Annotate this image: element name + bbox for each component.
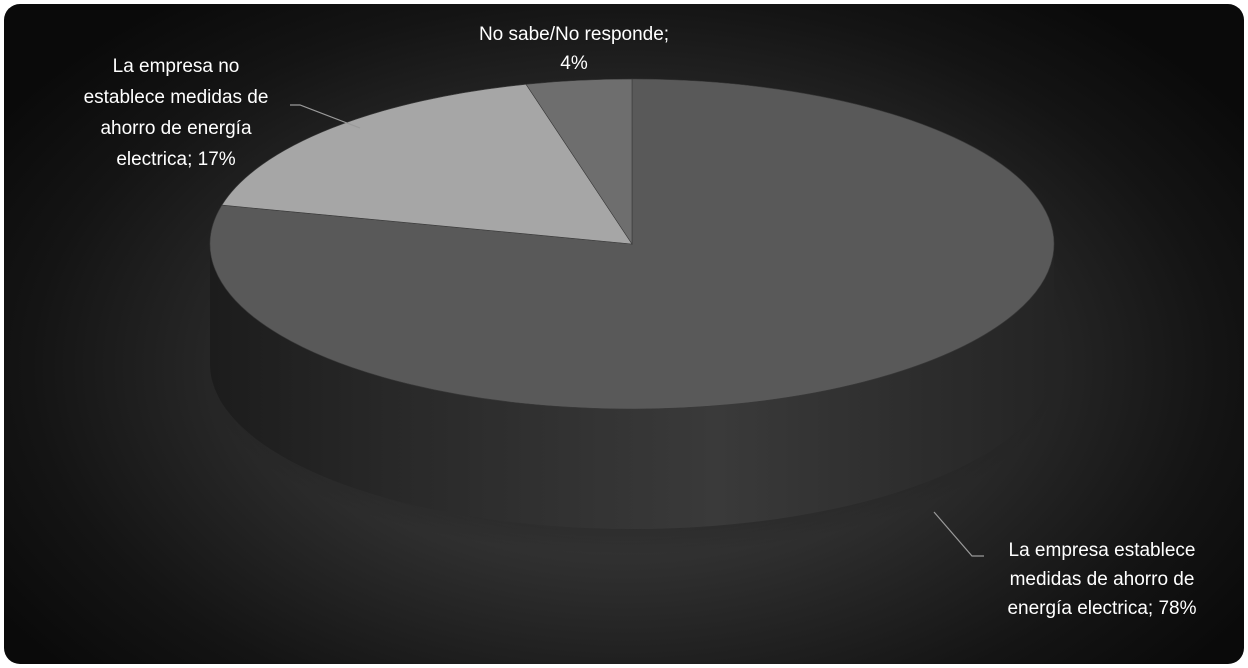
data-label-line: medidas de ahorro de [1010, 569, 1195, 590]
leader-line-1 [933, 511, 984, 557]
pie-side-wall [210, 244, 1054, 529]
data-label-line: establece medidas de [84, 87, 269, 108]
data-label-line: energía electrica; 78% [1007, 598, 1196, 619]
data-label-line: ahorro de energía [100, 118, 251, 139]
pie-slice-3 [525, 78, 633, 245]
data-label-1: La empresa establece medidas de ahorro de… [1007, 540, 1196, 619]
data-label-line: 4% [560, 53, 588, 74]
pie-slice-2 [221, 83, 633, 245]
pie-chart: La empresa establece medidas de ahorro de… [84, 24, 1197, 619]
data-label-3: No sabe/No responde; 4% [479, 24, 669, 74]
data-label-line: La empresa establece [1009, 540, 1196, 561]
chart-area: La empresa establece medidas de ahorro de… [4, 4, 1244, 664]
data-label-2: La empresa no establece medidas de ahorro … [84, 56, 269, 170]
data-label-line: electrica; 17% [116, 149, 235, 170]
leader-line-2 [290, 104, 361, 129]
data-label-line: La empresa no [113, 56, 240, 77]
data-label-line: No sabe/No responde; [479, 24, 669, 45]
